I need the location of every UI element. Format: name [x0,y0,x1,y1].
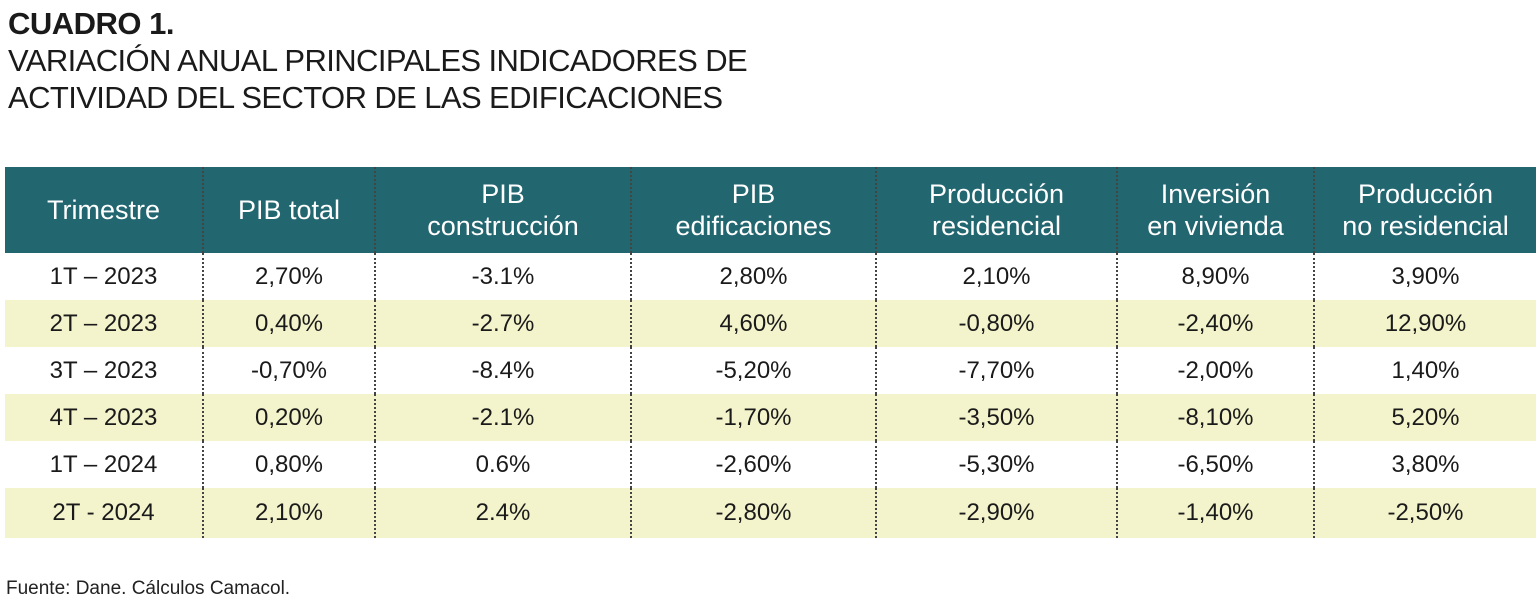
column-header-produccion-no-residencial: Producción no residencial [1313,167,1536,253]
cell-pib-construccion: -8.4% [374,347,631,394]
cell-inversion-vivienda: -6,50% [1116,441,1314,488]
cell-produccion-residencial: -0,80% [875,300,1117,347]
cell-pib-total: 0,20% [202,394,375,441]
cell-produccion-no-residencial: 1,40% [1313,347,1536,394]
cell-produccion-residencial: -5,30% [875,441,1117,488]
cell-trimestre: 4T – 2023 [5,394,203,441]
cell-inversion-vivienda: -8,10% [1116,394,1314,441]
cell-produccion-no-residencial: -2,50% [1313,488,1536,538]
column-header-pib-edificaciones: PIB edificaciones [630,167,876,253]
cell-produccion-no-residencial: 3,80% [1313,441,1536,488]
table-row: 1T – 2023 2,70% -3.1% 2,80% 2,10% 8,90% … [5,253,1536,300]
cell-pib-total: 0,80% [202,441,375,488]
cell-inversion-vivienda: -2,00% [1116,347,1314,394]
cell-trimestre: 2T – 2023 [5,300,203,347]
cell-pib-total: 2,70% [202,253,375,300]
table-heading: CUADRO 1. VARIACIÓN ANUAL PRINCIPALES IN… [8,6,908,116]
column-header-pib-total: PIB total [202,167,375,253]
cell-produccion-no-residencial: 12,90% [1313,300,1536,347]
table-row: 2T – 2023 0,40% -2.7% 4,60% -0,80% -2,40… [5,300,1536,347]
cell-pib-total: 2,10% [202,488,375,538]
cell-pib-construccion: -3.1% [374,253,631,300]
table-row: 4T – 2023 0,20% -2.1% -1,70% -3,50% -8,1… [5,394,1536,441]
cell-pib-edificaciones: 4,60% [630,300,876,347]
cell-produccion-residencial: -7,70% [875,347,1117,394]
cell-trimestre: 1T – 2023 [49,262,158,290]
cell-produccion-no-residencial: 5,20% [1313,394,1536,441]
table-row: 1T – 2024 0,80% 0.6% -2,60% -5,30% -6,50… [5,441,1536,488]
column-header-produccion-residencial: Producción residencial [875,167,1117,253]
data-table: Trimestre PIB total PIB construcción PIB… [5,167,1536,538]
cell-pib-edificaciones: -1,70% [630,394,876,441]
table-row: 2T - 2024 2,10% 2.4% -2,80% -2,90% -1,40… [5,488,1536,538]
cell-inversion-vivienda: 8,90% [1116,253,1314,300]
cell-pib-construccion: 0.6% [374,441,631,488]
column-header-pib-construccion: PIB construcción [374,167,631,253]
table-title: VARIACIÓN ANUAL PRINCIPALES INDICADORES … [8,43,748,115]
cell-pib-edificaciones: -2,80% [630,488,876,538]
cell-pib-construccion: 2.4% [374,488,631,538]
column-header-inversion-vivienda: Inversión en vivienda [1116,167,1314,253]
cell-pib-total: -0,70% [202,347,375,394]
cell-produccion-residencial: 2,10% [875,253,1117,300]
cell-produccion-residencial: -3,50% [875,394,1117,441]
cell-trimestre: 3T – 2023 [49,356,158,384]
cell-inversion-vivienda: -2,40% [1116,300,1314,347]
header-row: Trimestre PIB total PIB construcción PIB… [5,167,1536,253]
cell-pib-edificaciones: -2,60% [630,441,876,488]
cell-produccion-residencial: -2,90% [875,488,1117,538]
source-note: Fuente: Dane. Cálculos Camacol. [6,578,291,599]
cell-trimestre: 1T – 2024 [49,450,158,478]
cell-pib-edificaciones: 2,80% [630,253,876,300]
cell-pib-construccion: -2.7% [374,300,631,347]
table-row: 3T – 2023 -0,70% -8.4% -5,20% -7,70% -2,… [5,347,1536,394]
table-label: CUADRO 1. [8,6,175,41]
cell-produccion-no-residencial: 3,90% [1313,253,1536,300]
cell-trimestre: 2T - 2024 [5,488,203,538]
cell-pib-construccion: -2.1% [374,394,631,441]
column-header-trimestre: Trimestre [5,167,203,253]
cell-inversion-vivienda: -1,40% [1116,488,1314,538]
cell-pib-edificaciones: -5,20% [630,347,876,394]
cell-pib-total: 0,40% [202,300,375,347]
